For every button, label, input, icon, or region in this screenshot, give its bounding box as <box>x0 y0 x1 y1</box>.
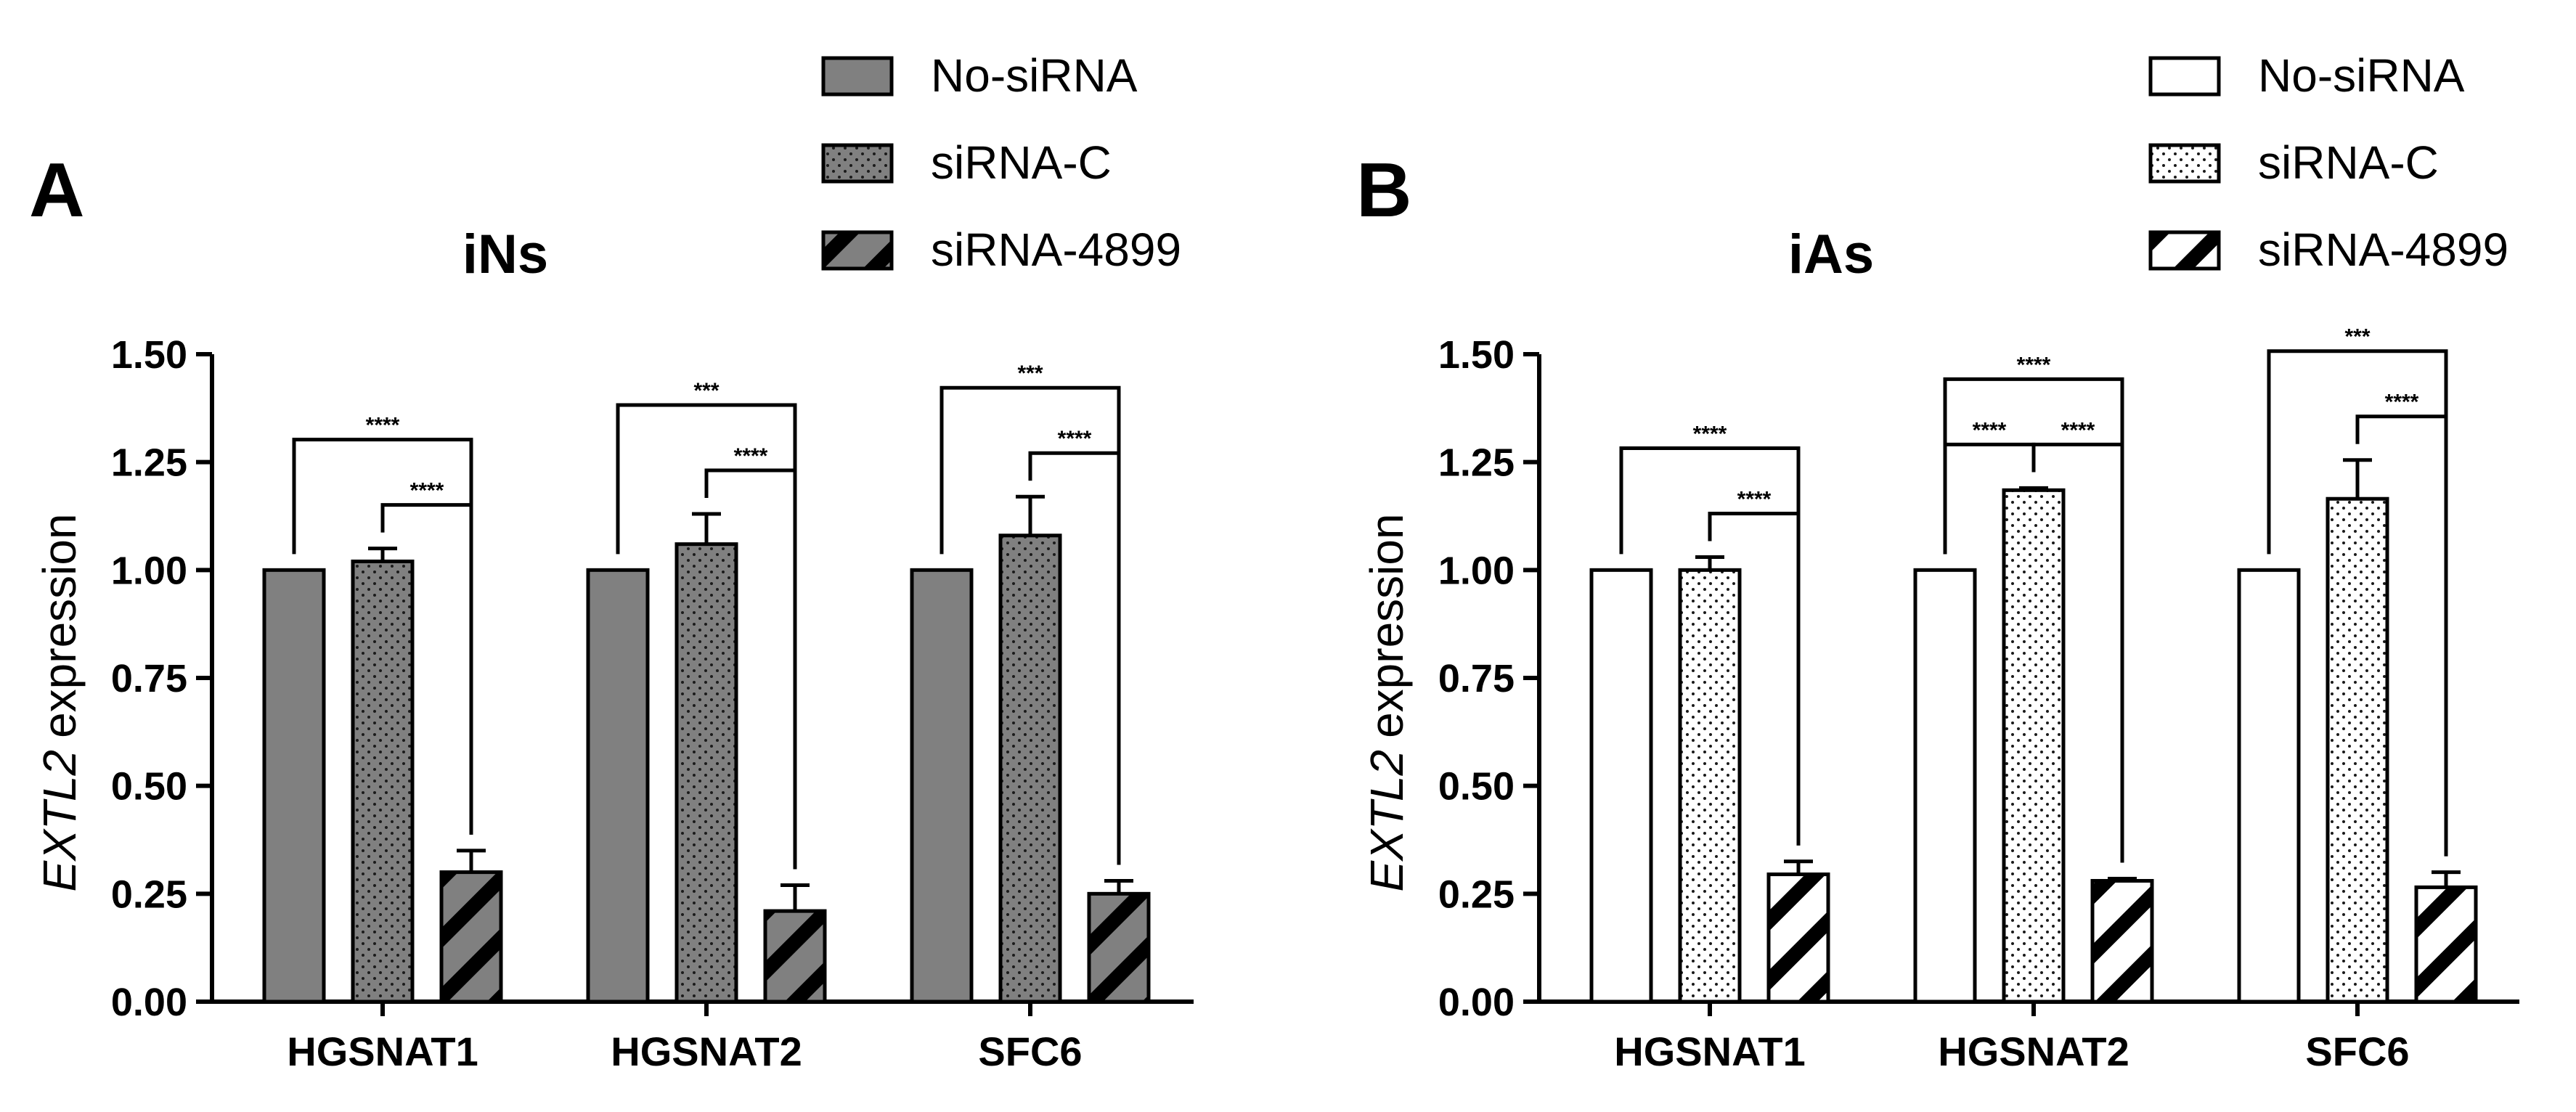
y-tick-label: 0.25 <box>1438 872 1515 916</box>
panel-a: A iNs EXTL2 expression No-siRNA siRNA-C s… <box>29 49 1194 1074</box>
bar-sirna-c-hgsnat1 <box>351 559 415 1004</box>
y-axis-suffix: expression <box>33 513 86 738</box>
significance-label: **** <box>410 479 444 503</box>
x-tick-label: HGSNAT1 <box>1614 1029 1805 1074</box>
y-tick-label: 1.00 <box>111 549 187 592</box>
y-tick-label: 1.50 <box>111 333 187 377</box>
x-tick-label: HGSNAT2 <box>1938 1029 2129 1074</box>
bar-no-sirna-hgsnat1 <box>262 568 326 1004</box>
y-tick-label: 1.25 <box>1438 441 1515 485</box>
y-tick-label: 1.50 <box>1438 333 1515 377</box>
significance-bracket <box>2267 349 2448 857</box>
bar-sirna-c-sfc6 <box>998 533 1062 1004</box>
plot-area: 0.00 0.25 0.50 0.75 1.00 1.25 1.50 HGSNAT1 HGSNA… <box>111 333 1151 1074</box>
legend-label-sirna-c: siRNA-C <box>931 136 1112 189</box>
bar-sirna-4899-hgsnat2 <box>763 909 827 1004</box>
significance-bracket <box>939 385 1121 865</box>
bar-sirna-4899-hgsnat1 <box>439 870 503 1004</box>
y-axis-suffix: expression <box>1361 513 1413 738</box>
y-tick-label: 0.50 <box>1438 765 1515 809</box>
y-tick-label: 0.00 <box>1438 981 1515 1024</box>
significance-label: **** <box>1973 418 2007 442</box>
y-axis-gene: EXTL2 <box>1361 750 1413 892</box>
bar-sirna-4899-sfc6 <box>1087 891 1151 1004</box>
panel-letter: A <box>29 147 85 233</box>
panel-letter: B <box>1356 147 1412 233</box>
legend: No-siRNA siRNA-C siRNA-4899 <box>2148 49 2508 276</box>
y-axis-label: EXTL2 expression <box>1361 513 1413 891</box>
significance-bracket <box>616 403 797 870</box>
significance-label: **** <box>1693 422 1727 446</box>
legend-swatch-sirna-c <box>2148 143 2221 184</box>
significance-bracket <box>1943 377 2124 863</box>
x-tick-label: SFC6 <box>2305 1029 2409 1074</box>
significance-label: **** <box>2017 353 2051 377</box>
significance-label: **** <box>366 414 400 438</box>
legend-swatch-no-sirna <box>2148 56 2221 97</box>
bar-no-sirna-hgsnat2 <box>1913 568 1977 1004</box>
y-axis-label: EXTL2 expression <box>33 513 86 891</box>
y-tick-label: 1.00 <box>1438 549 1515 592</box>
bar-sirna-4899-sfc6 <box>2414 885 2478 1004</box>
chart-title: iAs <box>1788 224 1874 285</box>
x-tick-label: HGSNAT1 <box>287 1029 478 1074</box>
y-tick-label: 0.25 <box>111 872 187 916</box>
bar-sirna-c-hgsnat2 <box>2002 488 2066 1004</box>
x-tick-label: HGSNAT2 <box>611 1029 802 1074</box>
legend: No-siRNA siRNA-C siRNA-4899 <box>821 49 1181 276</box>
legend-swatch-sirna-4899 <box>2148 230 2221 271</box>
significance-label: *** <box>2344 325 2370 349</box>
legend-label-sirna-c: siRNA-C <box>2258 136 2439 189</box>
panel-b: B iAs EXTL2 expression No-siRNA siRNA-C s… <box>1356 49 2519 1074</box>
y-tick-label: 0.75 <box>111 657 187 700</box>
legend-label-no-sirna: No-siRNA <box>931 49 1138 102</box>
significance-label: **** <box>2385 391 2419 414</box>
significance-bracket <box>292 438 473 835</box>
significance-label: *** <box>693 379 719 403</box>
legend-swatch-no-sirna <box>821 56 894 97</box>
legend-label-sirna-4899: siRNA-4899 <box>2258 224 2508 276</box>
significance-label: **** <box>1058 427 1092 451</box>
y-axis-gene: EXTL2 <box>33 750 86 892</box>
legend-swatch-sirna-c <box>821 143 894 184</box>
bar-sirna-4899-hgsnat2 <box>2090 878 2154 1004</box>
legend-label-no-sirna: No-siRNA <box>2258 49 2465 102</box>
significance-label: **** <box>2061 418 2095 442</box>
y-tick-label: 0.00 <box>111 981 187 1024</box>
legend-label-sirna-4899: siRNA-4899 <box>931 224 1181 276</box>
x-tick-label: SFC6 <box>978 1029 1082 1074</box>
bar-no-sirna-sfc6 <box>2237 568 2301 1004</box>
bar-sirna-c-sfc6 <box>2326 496 2389 1004</box>
bar-sirna-c-hgsnat1 <box>1678 568 1742 1004</box>
chart-title: iNs <box>462 224 548 285</box>
plot-area: 0.00 0.25 0.50 0.75 1.00 1.25 1.50 HGSNAT1 HGSNA… <box>1438 325 2478 1074</box>
y-tick-label: 0.75 <box>1438 657 1515 700</box>
significance-label: **** <box>734 444 768 468</box>
legend-swatch-sirna-4899 <box>821 230 894 271</box>
y-tick-label: 0.50 <box>111 765 187 809</box>
significance-bracket <box>1619 446 1801 846</box>
y-tick-label: 1.25 <box>111 441 187 485</box>
significance-label: *** <box>1017 361 1043 385</box>
significance-label: **** <box>1737 487 1772 511</box>
bar-sirna-c-hgsnat2 <box>674 542 738 1004</box>
bar-no-sirna-sfc6 <box>910 568 974 1004</box>
bar-sirna-4899-hgsnat1 <box>1766 872 1830 1004</box>
bar-no-sirna-hgsnat2 <box>586 568 650 1004</box>
bar-no-sirna-hgsnat1 <box>1589 568 1653 1004</box>
